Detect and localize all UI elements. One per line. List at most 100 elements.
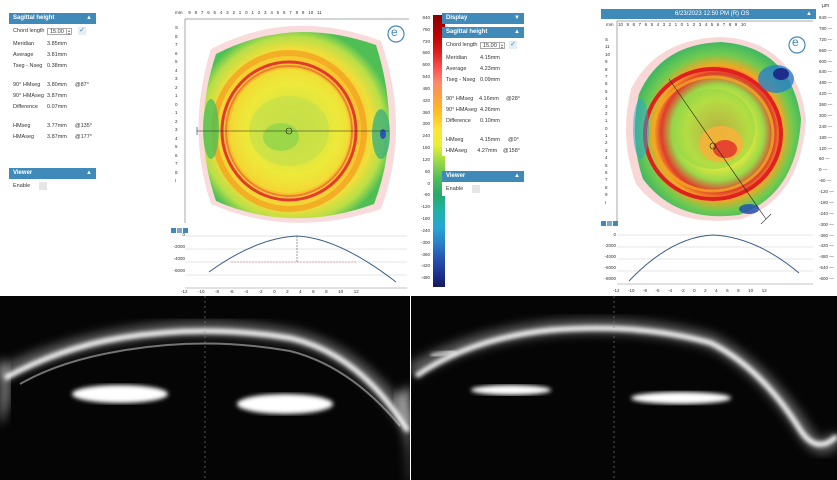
chord-length-input[interactable]: 15.00 xyxy=(47,27,67,35)
collapse-icon[interactable]: ▲ xyxy=(86,15,92,21)
tick-label: 8 xyxy=(194,10,198,15)
tick-label: -4000 xyxy=(604,254,616,259)
row-angle: @28° xyxy=(506,95,520,102)
middle-sagittal-panel-header[interactable]: Sagittal height ▲ xyxy=(442,27,524,38)
logo-icon: e xyxy=(391,25,398,39)
tick-label: -6000 xyxy=(173,268,185,273)
tick-label: 8 xyxy=(175,169,178,175)
chord-length-label: Chord length xyxy=(446,42,478,48)
row-value: 3.77mm xyxy=(47,122,67,129)
sag-row: 90° HMseg 3.80mm @87° xyxy=(9,79,96,90)
row-value: 4.15mm xyxy=(480,54,500,61)
tick-label: -2 xyxy=(258,289,263,294)
scale-tick-label: 0 — xyxy=(819,167,828,173)
profile-x-axis: -12 -10 -8 -6 -4 -2 0 2 4 6 8 10 12 xyxy=(613,288,767,293)
tick-label: 9 xyxy=(626,22,630,27)
tick-label: 2 xyxy=(605,140,608,146)
scale-tick-label: 600 — xyxy=(819,58,833,64)
grid-icon[interactable] xyxy=(601,221,606,226)
sagittal-map-right: 6/23/2023 12:50 PM (R) OS ▲ xyxy=(601,9,816,229)
collapse-icon[interactable]: ▲ xyxy=(514,173,520,179)
tick-label: 8 xyxy=(175,33,178,39)
enable-checkbox[interactable] xyxy=(39,182,47,190)
scale-tick-label: -540 — xyxy=(819,265,834,271)
tick-label: 4 xyxy=(270,10,273,15)
tick-label: 2 xyxy=(257,10,261,15)
tick-label: -4 xyxy=(244,289,249,294)
tick-label: 6 xyxy=(175,50,178,56)
profile-y-axis: 0 -2000 -4000 -6000 -8000 xyxy=(601,232,616,281)
row-label: 90° HMAseg xyxy=(446,106,477,113)
left-sagittal-panel-header[interactable]: Sagittal height ▲ xyxy=(9,13,96,24)
tick-label: 9 xyxy=(605,192,608,198)
tick-label: 8 xyxy=(728,22,732,27)
sag-row: Tseg - Nseg 0.09mm xyxy=(442,74,524,85)
tick-label: -8000 xyxy=(604,276,616,281)
scale-tick-label: 780 — xyxy=(819,25,833,31)
row-label: Average xyxy=(13,51,34,58)
tick-label: 4 xyxy=(715,288,718,293)
tick-label: 3 xyxy=(175,127,178,132)
oct-left-svg xyxy=(0,296,410,480)
apply-check-icon[interactable]: ✓ xyxy=(78,27,86,35)
collapse-icon[interactable]: ▲ xyxy=(514,29,520,35)
tick-label: 6 xyxy=(726,288,729,293)
chord-length-input[interactable]: 15.00 xyxy=(480,41,500,49)
tick-label: 9 xyxy=(301,10,305,15)
tick-label: -8 xyxy=(215,289,220,294)
tick-label: 7 xyxy=(605,73,608,79)
grid-icon[interactable] xyxy=(171,228,176,233)
tick-label: 10 xyxy=(740,22,746,27)
viewer-panel-header[interactable]: Viewer ▲ xyxy=(9,168,96,179)
scale-tick-label: 660 — xyxy=(819,47,833,53)
chord-length-stepper[interactable]: ▴ ▾ xyxy=(500,41,505,50)
sag-row: 90° HMAseg 4.26mm xyxy=(442,104,524,115)
scale-tick-label: 840 — xyxy=(819,15,833,20)
map-top-ruler: mm 10 9 8 7 6 5 4 3 2 1 0 1 2 3 4 5 6 7 8 9 10 xyxy=(606,22,746,27)
row-value: 0.07mm xyxy=(47,103,67,110)
viewer-panel-header[interactable]: Viewer ▲ xyxy=(442,171,524,182)
tick-label: 3 xyxy=(175,76,178,81)
tick-label: 4 xyxy=(175,135,178,141)
profile-chart-left: 0 -2000 -4000 -6000 -12 -10 -8 -6 -4 -2 0 2 4 6 8 10 12 xyxy=(171,228,412,296)
scale-tick-label: 360 xyxy=(422,109,430,115)
tick-label: 2 xyxy=(704,288,707,293)
tick-label: 1 xyxy=(605,133,608,139)
scale-tick-label: 600 xyxy=(422,62,430,68)
collapse-icon[interactable]: ▲ xyxy=(806,11,812,17)
close-icon[interactable] xyxy=(613,221,618,226)
scale-tick-label: -240 — xyxy=(819,210,834,216)
apply-check-icon[interactable]: ✓ xyxy=(509,41,517,49)
scale-tick-label: 480 xyxy=(422,85,430,91)
row-value: 4.27mm xyxy=(477,147,498,154)
middle-viewer-panel: Viewer ▲ Enable xyxy=(442,171,524,196)
tick-label: 2 xyxy=(175,118,178,124)
chord-length-row: Chord length 15.00 ▴ ▾ ✓ xyxy=(9,24,96,38)
display-panel-header[interactable]: Display ▼ xyxy=(442,13,524,24)
tick-label: 1 xyxy=(605,118,608,124)
chord-length-stepper[interactable]: ▴ ▾ xyxy=(67,27,72,36)
tick-label: 10 xyxy=(308,10,314,15)
scale-tick-label: -300 xyxy=(420,239,430,245)
scale-tick-label: 120 xyxy=(422,156,430,162)
expand-icon[interactable]: ▼ xyxy=(514,15,520,21)
close-icon[interactable] xyxy=(183,228,188,233)
export-icon[interactable] xyxy=(607,221,612,226)
enable-checkbox[interactable] xyxy=(472,185,480,193)
scale-tick-label: 300 — xyxy=(819,112,833,118)
export-icon[interactable] xyxy=(177,228,182,233)
scale-tick-label: -120 xyxy=(420,204,430,210)
scale-tick-label: -420 xyxy=(420,263,430,269)
tick-label: 8 xyxy=(632,22,636,27)
tick-label: 8 xyxy=(737,288,740,293)
row-label: HMAseg xyxy=(13,133,35,140)
row-label: 90° HMAseg xyxy=(13,92,44,99)
tick-label: 2 xyxy=(286,289,289,294)
tick-label: 1 xyxy=(238,10,242,15)
sag-row: HMseg 4.15mm @0° xyxy=(442,134,524,145)
profile-left-svg xyxy=(185,235,407,289)
tick-label: I xyxy=(175,178,177,183)
scale-title: µm xyxy=(822,3,830,9)
tick-label: 3 xyxy=(605,147,608,153)
collapse-icon[interactable]: ▲ xyxy=(86,170,92,176)
